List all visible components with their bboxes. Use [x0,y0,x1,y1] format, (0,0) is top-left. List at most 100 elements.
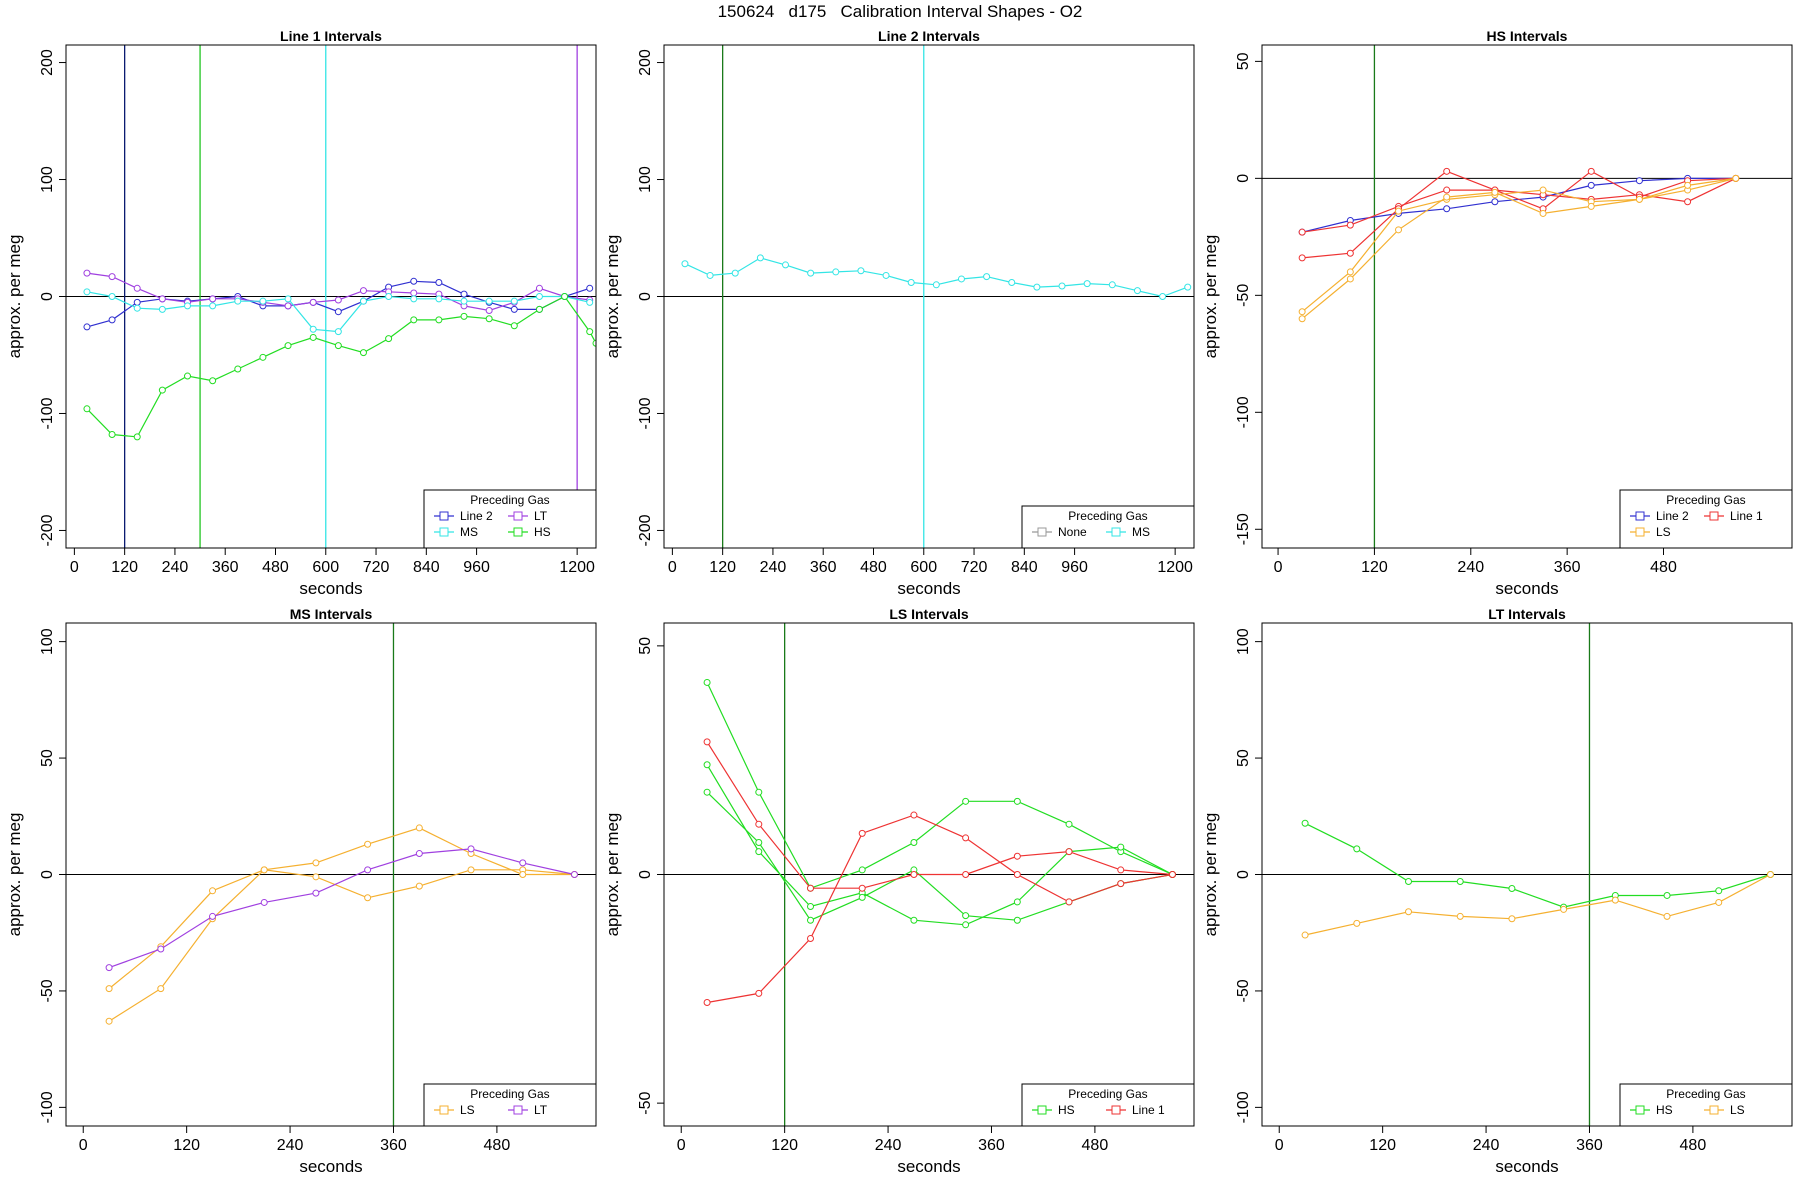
data-point [857,267,865,275]
data-point [755,788,763,796]
data-point [209,295,217,303]
legend-swatch-marker [439,527,449,537]
data-point [1684,198,1692,206]
data-point [309,325,317,333]
data-point [83,323,91,331]
data-point [910,871,918,878]
data-point [1508,915,1516,923]
data-point [312,859,320,867]
legend-entry-label: LS [460,1103,475,1117]
data-point [807,884,815,892]
y-axis-label: approx. per meg [603,235,622,359]
y-tick-label: -100 [1235,396,1252,428]
y-tick-label: -100 [1235,1091,1252,1123]
data-point [1353,919,1361,927]
data-point [962,871,970,878]
plot-area [66,45,596,548]
data-point [1395,226,1403,234]
data-point [105,985,113,993]
y-tick-label: -150 [1235,513,1252,545]
x-tick-label: 240 [277,1137,304,1154]
chart-panel-6: LT Intervals seconds approx. per meg 0 120 24… [1201,606,1793,1176]
data-point [910,811,918,819]
data-point [703,999,711,1007]
data-point [1065,820,1073,828]
data-point [755,838,763,846]
series-ls [1301,871,1774,939]
chart-panel-5: LS Intervals seconds approx. per meg 0 120 24… [603,606,1195,1176]
data-point [858,893,866,901]
y-tick-label: 0 [1235,174,1252,183]
y-tick-label: -200 [637,514,654,546]
data-point [1611,896,1619,904]
data-point [410,295,418,303]
data-point [410,277,418,285]
data-point [1065,898,1073,906]
data-point [133,284,141,292]
series-line [706,814,1173,1004]
data-point [83,288,91,296]
chart-panel-2: Line 2 Intervals seconds approx. per meg 0 1… [603,28,1195,598]
legend-swatch-marker [1037,527,1047,537]
data-point [460,290,468,298]
x-tick-label: 0 [668,559,677,576]
chart-title: MS Intervals [290,606,373,622]
y-tick-label: 0 [637,870,654,879]
x-tick-label: 360 [380,1137,407,1154]
data-point [334,296,342,304]
x-tick-label: 840 [413,559,440,576]
data-point [415,824,423,832]
data-point [1168,871,1176,878]
legend-title: Preceding Gas [1068,1087,1147,1101]
page-title: 150624 d175 Calibration Interval Shapes … [717,2,1083,21]
x-tick-label: 120 [173,1137,200,1154]
legend-title: Preceding Gas [470,1087,549,1101]
legend-swatch-marker [1635,527,1645,537]
data-point [158,386,166,394]
data-point [882,271,890,279]
chart-panel-4: MS Intervals seconds approx. per meg 0 120 24… [5,606,597,1176]
data-point [1663,912,1671,920]
data-point [1159,293,1167,300]
plot-area [1262,623,1792,1126]
series-hs [703,788,1176,924]
data-point [681,260,689,268]
x-tick-label: 240 [1457,559,1484,576]
y-tick-label: 0 [39,292,56,301]
legend-swatch-marker [1635,511,1645,521]
data-point [703,788,711,796]
data-point [1715,887,1723,895]
data-point [1539,186,1547,194]
x-tick-label: 0 [70,559,79,576]
legend-entry-label: Line 2 [460,509,493,523]
legend-box [423,1083,597,1127]
data-point [1133,287,1141,295]
series-ms [83,288,594,336]
x-tick-label: 720 [961,559,988,576]
x-tick-label: 960 [1061,559,1088,576]
data-point [1108,281,1116,289]
series-ls [105,824,578,1025]
data-point [1301,819,1309,827]
data-point [284,295,292,303]
data-point [907,278,915,286]
x-tick-label: 0 [677,1137,686,1154]
x-tick-label: 360 [1576,1137,1603,1154]
series-line [108,848,575,969]
plot-area [66,623,596,1126]
legend-entry-label: None [1058,525,1087,539]
y-tick-label: 200 [637,49,654,76]
series-hs [1301,819,1774,911]
data-point [209,302,217,310]
data-point [807,916,815,924]
plot-frame [65,44,597,549]
legend-swatch-marker [1111,527,1121,537]
legend-entry-label: Line 1 [1730,509,1763,523]
data-point [535,305,543,313]
data-point [703,678,711,686]
y-tick-label: 200 [39,49,56,76]
data-point [1346,268,1354,276]
y-tick-label: 50 [1235,749,1252,767]
data-point [1587,167,1595,175]
x-tick-label: 480 [1680,1137,1707,1154]
